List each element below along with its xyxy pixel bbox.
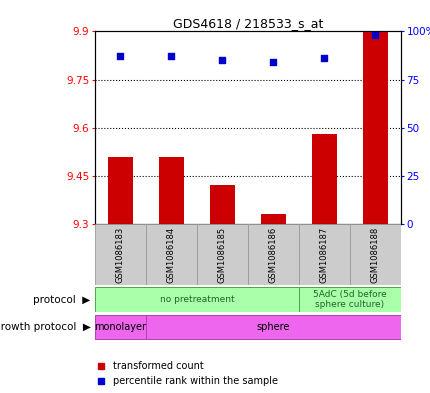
Bar bbox=[145, 224, 197, 285]
Text: protocol  ▶: protocol ▶ bbox=[33, 295, 90, 305]
Text: GSM1086187: GSM1086187 bbox=[319, 226, 328, 283]
Text: GSM1086186: GSM1086186 bbox=[268, 226, 277, 283]
Bar bbox=[158, 157, 184, 224]
Bar bbox=[145, 315, 400, 340]
Text: GSM1086188: GSM1086188 bbox=[370, 226, 379, 283]
Text: GSM1086183: GSM1086183 bbox=[116, 226, 125, 283]
Point bbox=[269, 59, 276, 65]
Bar bbox=[298, 224, 349, 285]
Text: percentile rank within the sample: percentile rank within the sample bbox=[113, 376, 277, 386]
Text: sphere: sphere bbox=[256, 322, 289, 332]
Bar bbox=[260, 215, 286, 224]
Bar bbox=[247, 224, 298, 285]
Bar bbox=[197, 224, 247, 285]
Text: no pretreatment: no pretreatment bbox=[159, 295, 233, 304]
Text: 5AdC (5d before
sphere culture): 5AdC (5d before sphere culture) bbox=[312, 290, 386, 309]
Bar bbox=[311, 134, 336, 224]
Bar bbox=[95, 224, 145, 285]
Bar bbox=[108, 157, 133, 224]
Point bbox=[168, 53, 175, 60]
Text: GSM1086184: GSM1086184 bbox=[166, 226, 175, 283]
Title: GDS4618 / 218533_s_at: GDS4618 / 218533_s_at bbox=[172, 17, 322, 30]
Bar bbox=[209, 185, 234, 224]
Text: transformed count: transformed count bbox=[113, 362, 203, 371]
Point bbox=[320, 55, 327, 62]
Point bbox=[117, 53, 123, 60]
Bar bbox=[362, 31, 387, 224]
Bar bbox=[95, 287, 298, 312]
Point bbox=[218, 57, 225, 63]
Text: GSM1086185: GSM1086185 bbox=[217, 226, 226, 283]
Text: growth protocol  ▶: growth protocol ▶ bbox=[0, 322, 90, 332]
Text: monolayer: monolayer bbox=[94, 322, 146, 332]
Bar bbox=[298, 287, 400, 312]
Bar bbox=[95, 315, 145, 340]
Bar bbox=[349, 224, 400, 285]
Point bbox=[371, 32, 378, 39]
